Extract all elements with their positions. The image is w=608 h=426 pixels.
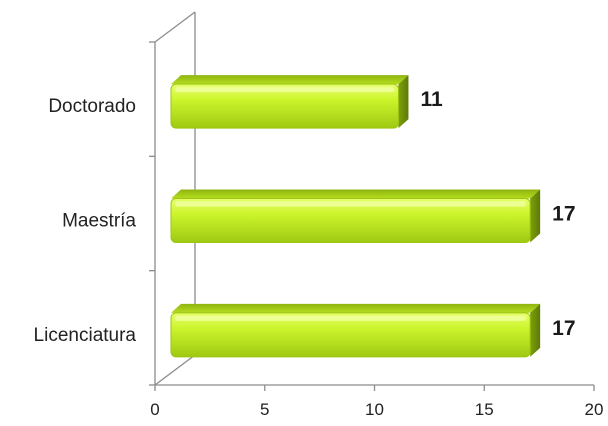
x-tick-label: 10 — [365, 400, 384, 419]
chart-axes — [149, 11, 595, 391]
bar-top-face — [171, 189, 541, 199]
category-label: Maestría — [62, 211, 136, 232]
bottom-depth-line — [154, 354, 196, 386]
x-tick-label: 15 — [475, 400, 494, 419]
bar-front-face — [170, 312, 531, 358]
bar-end-face — [530, 303, 541, 357]
x-tick-label: 20 — [585, 400, 604, 419]
bar-end-face — [398, 75, 409, 129]
bar-end-face — [530, 189, 541, 243]
bar-front-face — [170, 83, 399, 129]
bar-top-face — [171, 303, 541, 313]
bar-3 — [170, 303, 541, 358]
bar-highlight — [175, 315, 527, 321]
bar-front-face — [170, 198, 531, 243]
chart-bars — [170, 75, 541, 358]
category-label: Doctorado — [48, 96, 136, 117]
bar-top-face — [171, 75, 409, 85]
bar-highlight — [175, 201, 527, 207]
bar-1 — [170, 75, 409, 129]
category-label: Licenciatura — [34, 325, 137, 346]
x-tick-label: 5 — [260, 400, 269, 419]
x-tick-label: 0 — [150, 400, 159, 419]
bar-highlight — [175, 87, 395, 93]
top-depth-line — [154, 11, 196, 43]
bar-2 — [170, 189, 541, 243]
data-label: 17 — [552, 317, 575, 340]
data-label: 17 — [552, 203, 575, 226]
chart-labels: 0 5 10 15 20 Doctorado 11 Maestría 17 Licenciatur… — [34, 88, 604, 419]
data-label: 11 — [420, 88, 443, 111]
